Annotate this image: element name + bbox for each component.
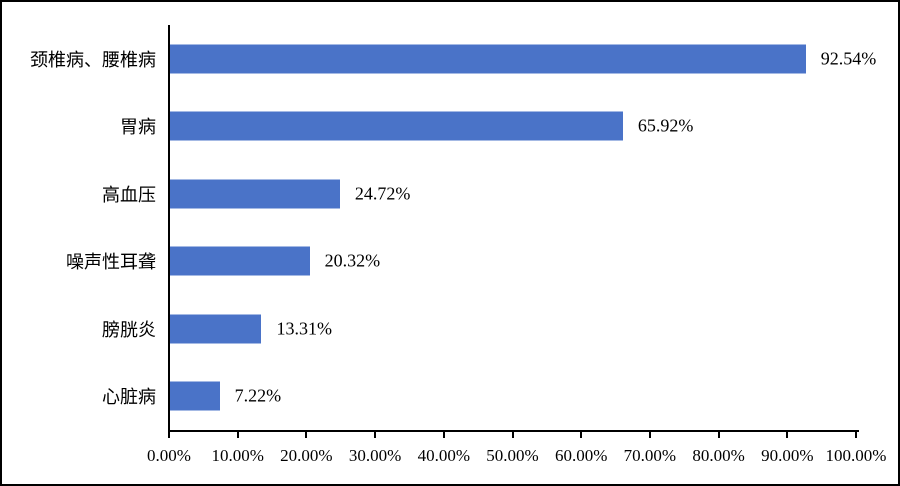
chart-row: 噪声性耳聋 20.32%	[2, 228, 898, 296]
x-axis-tick-label: 80.00%	[692, 446, 745, 465]
x-axis-tick-mark	[236, 432, 239, 438]
x-axis-tick-label: 50.00%	[486, 446, 539, 465]
value-label: 92.54%	[820, 48, 877, 69]
value-label: 13.31%	[276, 318, 332, 339]
chart-row: 胃病 65.92%	[2, 93, 898, 161]
category-label: 颈椎病、腰椎病	[30, 49, 156, 70]
x-axis-tick-mark	[717, 432, 720, 438]
bar	[170, 314, 262, 344]
x-axis-tick-label: 0.00%	[147, 446, 191, 465]
chart-row: 高血压 24.72%	[2, 160, 898, 228]
category-label: 高血压	[102, 184, 156, 205]
category-label: 心脏病	[102, 387, 156, 408]
bar	[170, 179, 340, 209]
x-axis-tick-mark	[374, 432, 377, 438]
category-label: 噪声性耳聋	[66, 252, 156, 273]
x-axis-tick-mark	[580, 432, 583, 438]
x-axis-tick-label: 70.00%	[623, 446, 677, 465]
x-axis-tick-label: 20.00%	[280, 446, 333, 465]
x-axis-tick-label: 30.00%	[348, 446, 402, 465]
x-axis-tick-mark	[305, 432, 308, 438]
value-label: 20.32%	[324, 250, 381, 271]
value-label: 65.92%	[637, 115, 694, 136]
x-axis-tick-label: 60.00%	[554, 446, 608, 465]
bar	[170, 381, 220, 411]
x-axis-line	[168, 430, 859, 432]
bar	[170, 246, 310, 276]
category-label: 膀胱炎	[102, 319, 156, 340]
x-axis-tick-label: 100.00%	[825, 446, 887, 465]
x-axis-tick-mark	[648, 432, 651, 438]
chart-row: 心脏病 7.22%	[2, 363, 898, 431]
y-axis-line	[168, 25, 170, 432]
x-axis-tick-mark	[511, 432, 514, 438]
x-axis-tick-mark	[855, 432, 857, 438]
category-label: 胃病	[120, 117, 156, 138]
x-axis-tick-label: 90.00%	[761, 446, 814, 465]
chart-row: 颈椎病、腰椎病 92.54%	[2, 25, 898, 93]
chart-row: 膀胱炎 13.31%	[2, 295, 898, 363]
x-axis-tick-mark	[442, 432, 445, 438]
x-axis-tick-mark	[786, 432, 789, 438]
value-label: 24.72%	[354, 183, 411, 204]
bar	[170, 111, 623, 141]
x-axis-tick-mark	[168, 432, 170, 438]
bar	[170, 44, 806, 74]
x-axis-tick-label: 10.00%	[211, 446, 264, 465]
x-axis-tick-label: 40.00%	[417, 446, 470, 465]
value-label: 7.22%	[234, 385, 282, 406]
